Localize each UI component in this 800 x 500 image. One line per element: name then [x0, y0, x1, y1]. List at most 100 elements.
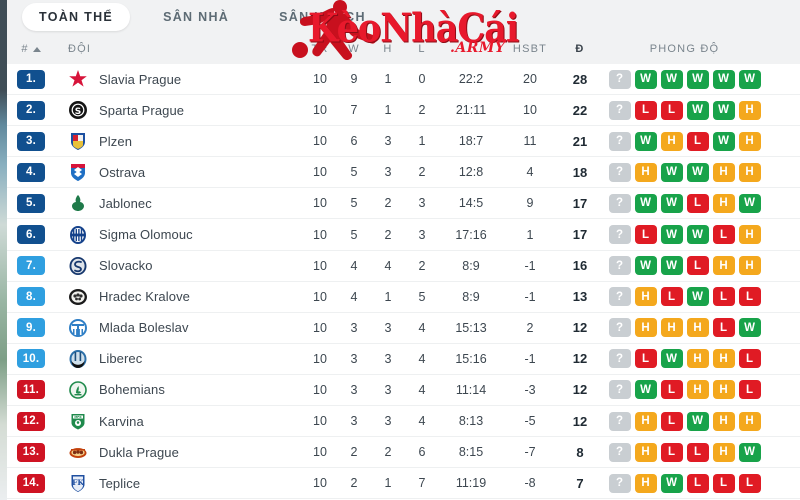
- form-badge-w[interactable]: W: [686, 69, 709, 89]
- form-badge-h[interactable]: H: [660, 318, 683, 338]
- form-badge-w[interactable]: W: [738, 193, 761, 213]
- form-badge-l[interactable]: L: [738, 287, 761, 307]
- header-win[interactable]: W: [348, 43, 360, 55]
- team-cell[interactable]: MFK Karvina: [55, 411, 303, 431]
- form-badge-l[interactable]: L: [712, 473, 735, 493]
- form-badge-unknown[interactable]: ?: [608, 349, 631, 369]
- form-badge-w[interactable]: W: [686, 162, 709, 182]
- form-badge-w[interactable]: W: [712, 69, 735, 89]
- form-badge-l[interactable]: L: [686, 473, 709, 493]
- team-cell[interactable]: Dukla Prague: [55, 442, 303, 462]
- form-badge-h[interactable]: H: [634, 162, 657, 182]
- form-badge-unknown[interactable]: ?: [608, 225, 631, 245]
- form-badge-w[interactable]: W: [660, 193, 683, 213]
- form-badge-h[interactable]: H: [712, 380, 735, 400]
- form-badge-l[interactable]: L: [686, 442, 709, 462]
- form-badge-l[interactable]: L: [660, 100, 683, 120]
- form-badge-w[interactable]: W: [634, 69, 657, 89]
- form-badge-l[interactable]: L: [634, 349, 657, 369]
- form-badge-w[interactable]: W: [686, 411, 709, 431]
- form-badge-unknown[interactable]: ?: [608, 442, 631, 462]
- form-badge-unknown[interactable]: ?: [608, 131, 631, 151]
- form-badge-h[interactable]: H: [738, 225, 761, 245]
- form-badge-unknown[interactable]: ?: [608, 411, 631, 431]
- form-badge-l[interactable]: L: [738, 380, 761, 400]
- table-row[interactable]: 1. Slavia Prague 10 9 1 0 22:2 20 28? W W W W W: [7, 64, 800, 96]
- team-cell[interactable]: Mlada Boleslav: [55, 318, 303, 338]
- form-badge-w[interactable]: W: [660, 69, 683, 89]
- form-badge-l[interactable]: L: [686, 193, 709, 213]
- form-badge-h[interactable]: H: [686, 349, 709, 369]
- form-badge-w[interactable]: W: [660, 225, 683, 245]
- header-loss[interactable]: L: [418, 43, 426, 55]
- form-badge-w[interactable]: W: [686, 287, 709, 307]
- form-badge-h[interactable]: H: [712, 162, 735, 182]
- form-badge-unknown[interactable]: ?: [608, 162, 631, 182]
- team-cell[interactable]: S Sparta Prague: [55, 100, 303, 120]
- tab-home[interactable]: SÂN NHÀ: [163, 10, 230, 24]
- form-badge-w[interactable]: W: [738, 69, 761, 89]
- header-rank[interactable]: #: [7, 43, 55, 55]
- form-badge-w[interactable]: W: [686, 100, 709, 120]
- form-badge-w[interactable]: W: [634, 380, 657, 400]
- team-cell[interactable]: Hradec Kralove: [55, 287, 303, 307]
- team-cell[interactable]: Jablonec: [55, 193, 303, 213]
- form-badge-l[interactable]: L: [660, 380, 683, 400]
- form-badge-h[interactable]: H: [738, 100, 761, 120]
- team-cell[interactable]: Bohemians: [55, 380, 303, 400]
- form-badge-l[interactable]: L: [738, 349, 761, 369]
- table-row[interactable]: 3. Plzen 10 6 3 1 18:7 11 21? W H L W H: [7, 126, 800, 158]
- table-row[interactable]: 7. Slovacko 10 4 4 2 8:9 -1 16? W W L H H: [7, 250, 800, 282]
- form-badge-l[interactable]: L: [738, 473, 761, 493]
- form-badge-w[interactable]: W: [660, 473, 683, 493]
- form-badge-w[interactable]: W: [712, 100, 735, 120]
- form-badge-h[interactable]: H: [686, 318, 709, 338]
- table-row[interactable]: 6. Sigma Olomouc 10 5 2 3 17:16 1 17? L W W L H: [7, 219, 800, 251]
- header-form[interactable]: PHONG ĐỘ: [649, 43, 720, 55]
- table-row[interactable]: 10. Liberec 10 3 3 4 15:16 -1 12? L W H H L: [7, 343, 800, 375]
- form-badge-w[interactable]: W: [738, 318, 761, 338]
- form-badge-h[interactable]: H: [712, 193, 735, 213]
- form-badge-unknown[interactable]: ?: [608, 318, 631, 338]
- header-draw[interactable]: H: [383, 43, 393, 55]
- team-cell[interactable]: FK Teplice: [55, 473, 303, 493]
- form-badge-h[interactable]: H: [634, 411, 657, 431]
- sort-ascending-icon[interactable]: [32, 46, 41, 52]
- form-badge-w[interactable]: W: [634, 131, 657, 151]
- header-played[interactable]: TR: [311, 43, 329, 55]
- table-row[interactable]: 13. Dukla Prague 10 2 2 6 8:15 -7 8? H L L H W: [7, 437, 800, 469]
- form-badge-h[interactable]: H: [712, 442, 735, 462]
- form-badge-h[interactable]: H: [738, 162, 761, 182]
- tab-away[interactable]: SÂN KHÁCH: [279, 10, 366, 24]
- form-badge-l[interactable]: L: [660, 287, 683, 307]
- form-badge-l[interactable]: L: [686, 256, 709, 276]
- form-badge-l[interactable]: L: [660, 411, 683, 431]
- team-cell[interactable]: Ostrava: [55, 162, 303, 182]
- form-badge-h[interactable]: H: [712, 411, 735, 431]
- form-badge-unknown[interactable]: ?: [608, 69, 631, 89]
- form-badge-unknown[interactable]: ?: [608, 380, 631, 400]
- form-badge-h[interactable]: H: [686, 380, 709, 400]
- header-points[interactable]: Đ: [575, 43, 585, 55]
- form-badge-w[interactable]: W: [660, 256, 683, 276]
- form-badge-l[interactable]: L: [712, 318, 735, 338]
- team-cell[interactable]: Liberec: [55, 349, 303, 369]
- form-badge-unknown[interactable]: ?: [608, 256, 631, 276]
- team-cell[interactable]: Slavia Prague: [55, 69, 303, 89]
- form-badge-l[interactable]: L: [712, 225, 735, 245]
- tab-overall[interactable]: TOÀN THỂ: [22, 3, 131, 31]
- form-badge-l[interactable]: L: [634, 100, 657, 120]
- form-badge-w[interactable]: W: [660, 349, 683, 369]
- form-badge-l[interactable]: L: [634, 225, 657, 245]
- form-badge-h[interactable]: H: [738, 131, 761, 151]
- form-badge-l[interactable]: L: [660, 442, 683, 462]
- form-badge-l[interactable]: L: [712, 287, 735, 307]
- form-badge-unknown[interactable]: ?: [608, 100, 631, 120]
- form-badge-h[interactable]: H: [738, 256, 761, 276]
- form-badge-h[interactable]: H: [634, 442, 657, 462]
- header-goal-difference[interactable]: HSBT: [512, 43, 548, 55]
- table-row[interactable]: 5. Jablonec 10 5 2 3 14:5 9 17? W W L H W: [7, 188, 800, 220]
- team-cell[interactable]: Plzen: [55, 131, 303, 151]
- table-row[interactable]: 12. MFK Karvina 10 3 3 4 8:13 -5 12? H L W H H: [7, 406, 800, 438]
- form-badge-unknown[interactable]: ?: [608, 287, 631, 307]
